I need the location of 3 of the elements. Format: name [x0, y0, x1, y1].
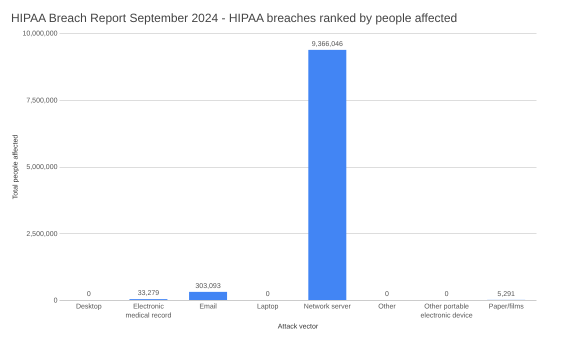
chart-title: HIPAA Breach Report September 2024 - HIPAA breaches ranked by people affected: [10, 11, 458, 25]
bar: [189, 292, 228, 300]
bar: [308, 50, 346, 300]
